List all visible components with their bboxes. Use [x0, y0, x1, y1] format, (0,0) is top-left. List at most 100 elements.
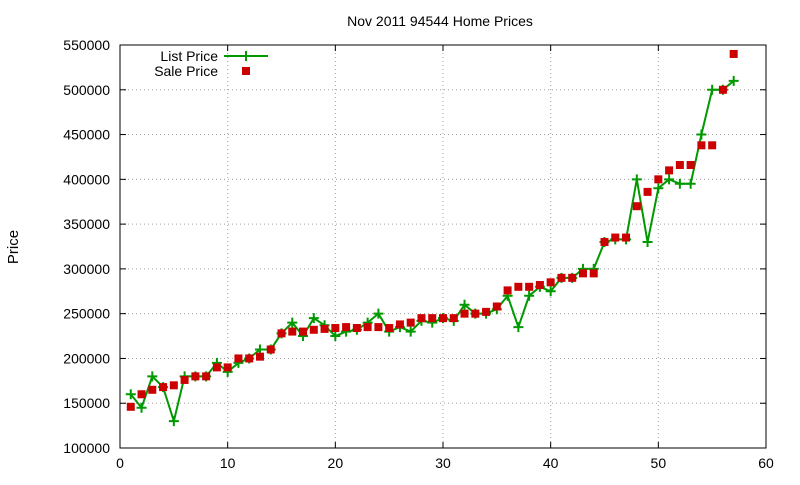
x-tick-label: 10: [220, 455, 236, 471]
list-price-point: [125, 389, 136, 400]
sale-price-point: [320, 324, 329, 333]
sale-price-point: [309, 325, 318, 334]
sale-price-point: [169, 381, 178, 390]
x-tick-label: 0: [116, 455, 124, 471]
sale-price-point: [385, 323, 394, 332]
series-layer: [125, 49, 739, 427]
list-price-point: [545, 286, 556, 297]
sale-price-point: [665, 166, 674, 175]
sale-price-point: [331, 323, 340, 332]
sale-price-point: [622, 233, 631, 242]
sale-price-point: [557, 273, 566, 282]
sale-price-point: [449, 314, 458, 323]
y-tick-label: 400000: [63, 171, 110, 187]
x-tick-label: 30: [435, 455, 451, 471]
sale-price-point: [492, 302, 501, 311]
sale-price-point: [589, 269, 598, 278]
sale-price-point: [546, 278, 555, 287]
sale-price-point: [675, 161, 684, 170]
sale-price-point: [729, 49, 738, 58]
sale-price-point: [417, 314, 426, 323]
legend-sample-list-price-marker: [241, 51, 251, 61]
sale-price-point: [428, 314, 437, 323]
sale-price-point: [611, 233, 620, 242]
sale-price-point: [191, 372, 200, 381]
y-tick-label: 100000: [63, 440, 110, 456]
list-price-point: [459, 299, 470, 310]
sale-price-point: [686, 161, 695, 170]
sale-price-point: [159, 383, 168, 392]
sale-price-point: [126, 402, 135, 411]
sale-price-point: [578, 269, 587, 278]
sale-price-point: [632, 202, 641, 211]
y-tick-label: 550000: [63, 37, 110, 53]
sale-price-point: [277, 329, 286, 338]
sale-price-point: [514, 282, 523, 291]
sale-price-point: [202, 372, 211, 381]
list-price-point: [631, 174, 642, 185]
sale-price-point: [406, 318, 415, 327]
legend-label-list-price: List Price: [160, 48, 218, 64]
x-tick-label: 40: [543, 455, 559, 471]
legend: List Price Sale Price: [154, 48, 268, 79]
sale-price-point: [363, 323, 372, 332]
y-tick-label: 250000: [63, 306, 110, 322]
list-price-point: [513, 322, 524, 333]
sale-price-point: [654, 175, 663, 184]
sale-price-point: [525, 282, 534, 291]
tick-layer: 100000 150000 200000 250000 300000 350000 4000…: [63, 37, 774, 471]
list-price-point: [147, 371, 158, 382]
list-price-point: [287, 317, 298, 328]
y-tick-label: 200000: [63, 350, 110, 366]
x-tick-label: 20: [328, 455, 344, 471]
sale-price-point: [223, 363, 232, 372]
y-tick-label: 150000: [63, 395, 110, 411]
sale-price-point: [137, 390, 146, 399]
sale-price-point: [600, 238, 609, 247]
y-tick-label: 450000: [63, 127, 110, 143]
list-price-point: [405, 326, 416, 337]
list-price-point: [707, 84, 718, 95]
sale-price-point: [482, 307, 491, 316]
sale-price-point: [299, 327, 308, 336]
sale-price-point: [697, 141, 706, 150]
list-price-point: [664, 174, 675, 185]
sale-price-point: [212, 363, 221, 372]
y-axis-label: Price: [5, 230, 22, 264]
sale-price-point: [708, 141, 717, 150]
x-tick-label: 60: [758, 455, 774, 471]
sale-price-point: [245, 354, 254, 363]
sale-price-point: [503, 286, 512, 295]
sale-price-point: [342, 323, 351, 332]
sale-price-point: [471, 309, 480, 318]
list-price-point: [696, 129, 707, 140]
list-price-point: [653, 183, 664, 194]
sale-price-point: [568, 273, 577, 282]
list-price-point: [674, 178, 685, 189]
sale-price-point: [535, 281, 544, 290]
sale-price-point: [374, 323, 383, 332]
legend-sample-sale-price-marker: [242, 67, 250, 75]
sale-price-point: [718, 85, 727, 94]
grid-layer: [120, 45, 766, 448]
list-price-point: [330, 331, 341, 342]
legend-label-sale-price: Sale Price: [154, 63, 218, 79]
list-price-point: [308, 313, 319, 324]
sale-price-point: [255, 352, 264, 361]
y-tick-label: 500000: [63, 82, 110, 98]
sale-price-point: [460, 309, 469, 318]
y-tick-label: 350000: [63, 216, 110, 232]
sale-price-point: [352, 323, 361, 332]
list-price-point: [373, 308, 384, 319]
list-price-point: [685, 178, 696, 189]
list-price-point: [728, 75, 739, 86]
sale-price-point: [234, 354, 243, 363]
y-tick-label: 300000: [63, 261, 110, 277]
list-price-point: [642, 237, 653, 248]
x-tick-label: 50: [651, 455, 667, 471]
sale-price-point: [148, 385, 157, 394]
chart-title: Nov 2011 94544 Home Prices: [347, 13, 533, 29]
sale-price-point: [395, 320, 404, 329]
